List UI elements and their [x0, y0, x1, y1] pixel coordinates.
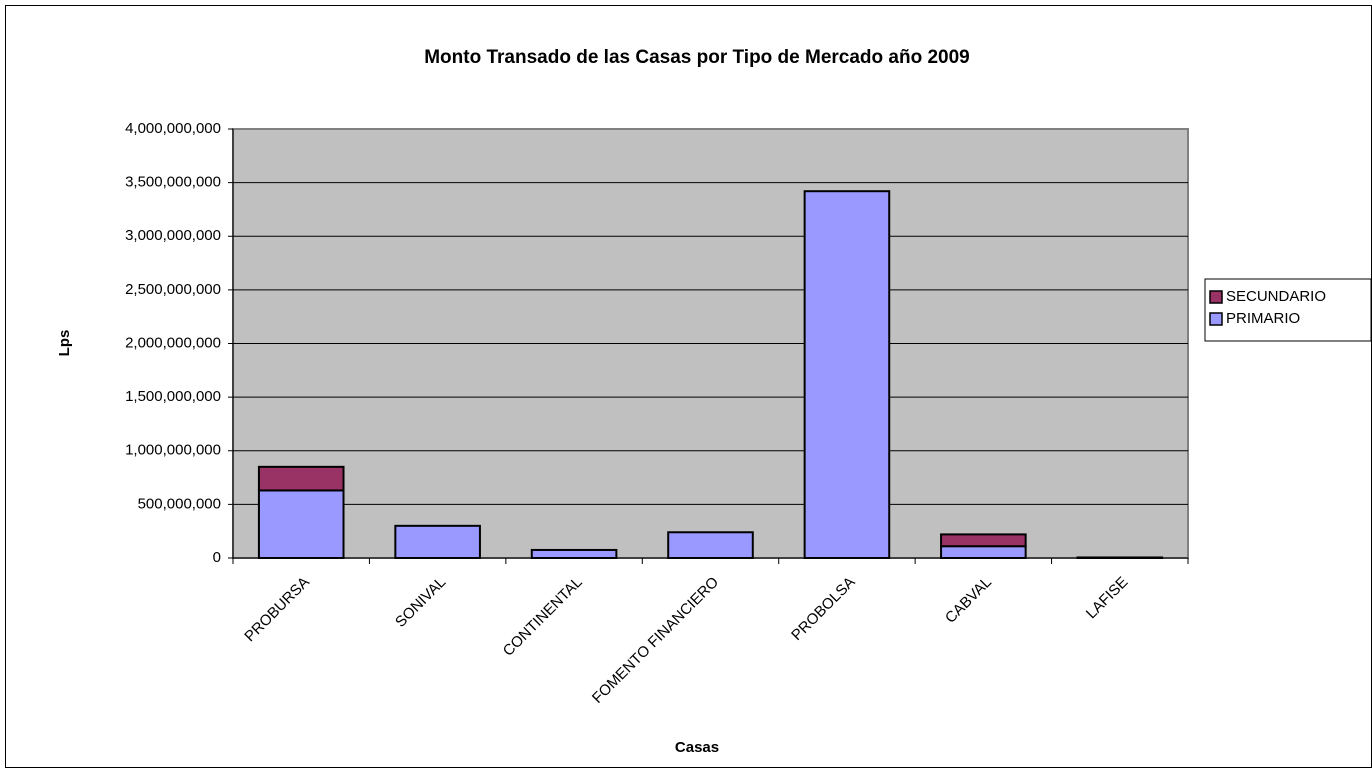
bar-segment	[1076, 556, 1164, 559]
legend-swatch	[1209, 312, 1223, 326]
bar-segment	[530, 548, 618, 559]
y-axis-label: Lps	[56, 330, 73, 357]
y-tick-label: 1,000,000,000	[125, 442, 221, 459]
y-tick-label: 3,500,000,000	[125, 174, 221, 191]
y-tick-label: 500,000,000	[138, 495, 221, 512]
y-tick-label: 2,500,000,000	[125, 281, 221, 298]
y-tick-label: 0	[213, 549, 221, 566]
x-axis-label: Casas	[675, 739, 719, 756]
bar-segment	[940, 533, 1027, 548]
bar-segment	[940, 545, 1027, 560]
y-tick-label: 1,500,000,000	[125, 388, 221, 405]
y-tick-label: 4,000,000,000	[125, 120, 221, 137]
legend-label: PRIMARIO	[1226, 310, 1300, 327]
legend-swatch	[1209, 290, 1223, 304]
chart-title: Monto Transado de las Casas por Tipo de …	[424, 47, 970, 68]
bar-segment	[803, 190, 891, 560]
legend-label: SECUNDARIO	[1226, 288, 1326, 305]
bar-segment	[257, 489, 345, 559]
y-tick-label: 3,000,000,000	[125, 227, 221, 244]
y-tick-label: 2,000,000,000	[125, 334, 221, 351]
bar-segment	[667, 531, 754, 560]
bar-segment	[394, 524, 481, 560]
legend-box	[1204, 278, 1372, 342]
bar-segment	[257, 465, 345, 492]
